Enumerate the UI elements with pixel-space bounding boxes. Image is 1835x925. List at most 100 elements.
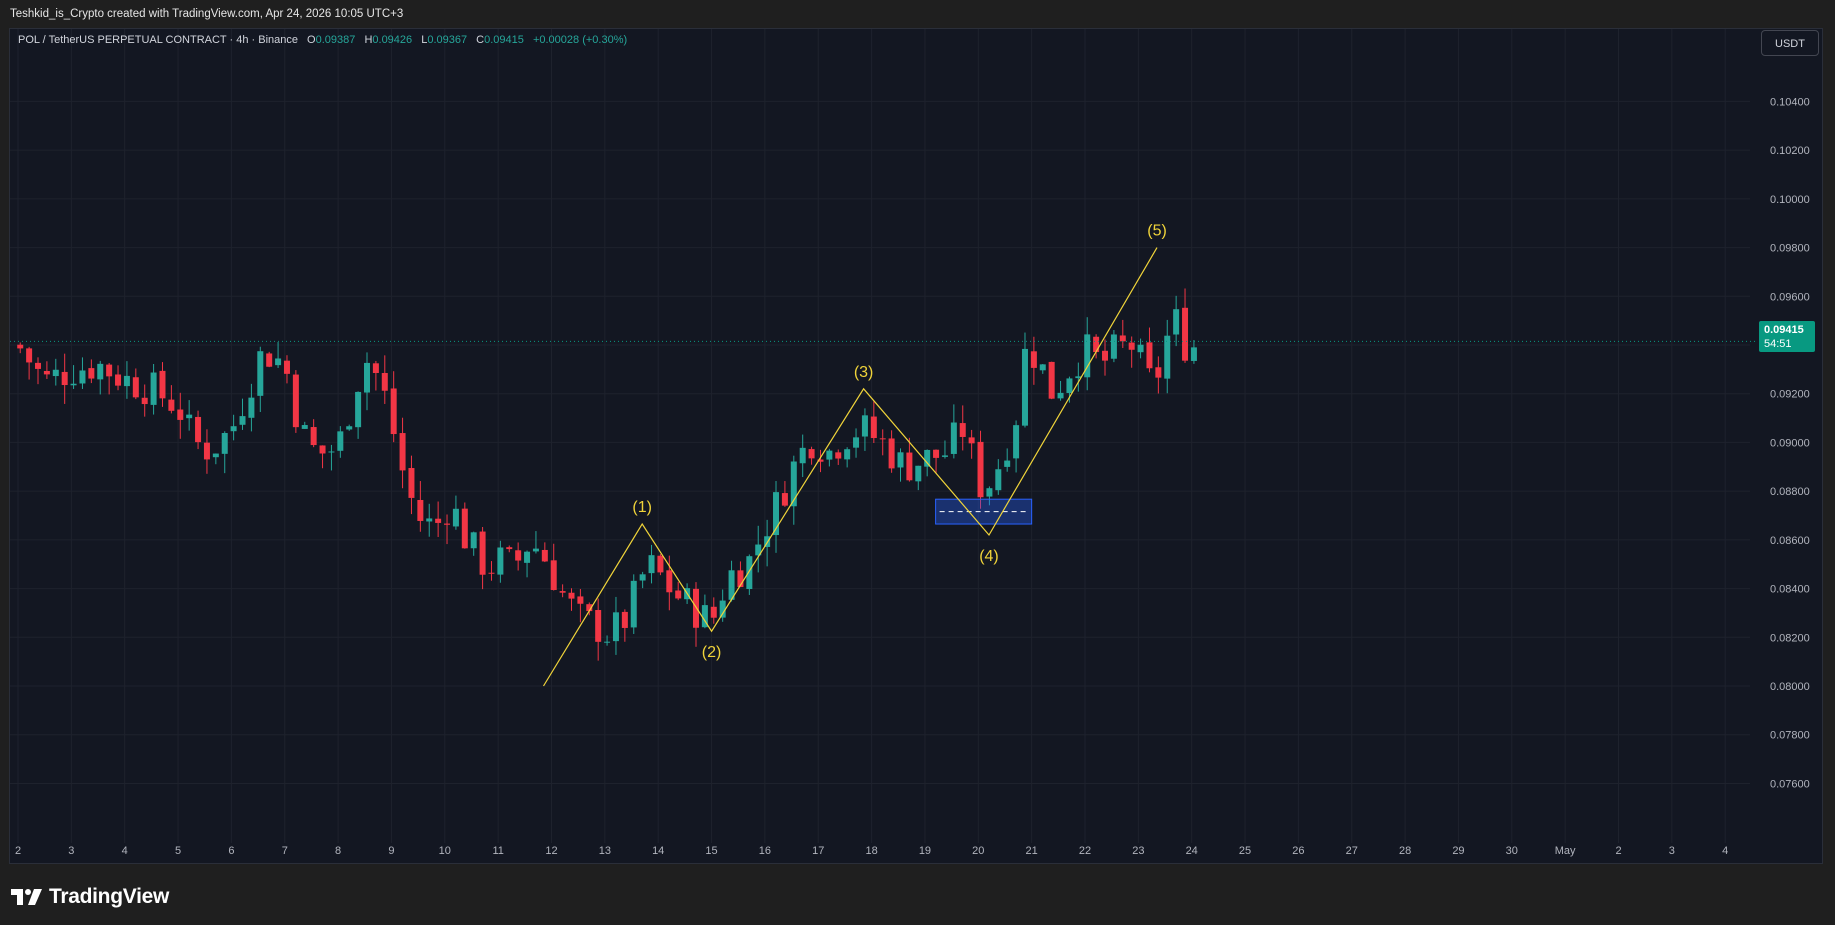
candle-body: [844, 449, 851, 460]
candle-body: [70, 383, 77, 386]
candle-body: [310, 427, 317, 446]
candle-body: [328, 451, 335, 453]
candle-body: [1021, 348, 1028, 426]
candle-body: [1013, 425, 1020, 459]
candle-body: [1057, 392, 1064, 399]
candle-body: [737, 570, 744, 588]
symbol-title: POL / TetherUS PERPETUAL CONTRACT · 4h ·…: [18, 34, 298, 46]
elliott-wave-line: [542, 247, 1158, 687]
y-tick-label: 0.07800: [1770, 730, 1810, 742]
symbol-legend: POL / TetherUS PERPETUAL CONTRACT · 4h ·…: [18, 34, 627, 46]
candle-body: [1048, 361, 1055, 399]
candle-body: [132, 377, 139, 398]
tradingview-brand[interactable]: TradingView: [11, 885, 169, 909]
candle-body: [1146, 342, 1153, 369]
y-tick-label: 0.08800: [1770, 486, 1810, 498]
candle-body: [115, 374, 122, 386]
x-tick-label: 29: [1452, 845, 1464, 857]
candle-body: [1110, 334, 1117, 359]
candle-body: [346, 426, 353, 430]
x-tick-label: 2: [15, 845, 21, 857]
candle-body: [106, 364, 113, 377]
y-tick-label: 0.10400: [1770, 96, 1810, 108]
candle-body: [426, 518, 433, 522]
candle-body: [959, 423, 966, 437]
y-tick-label: 0.09800: [1770, 243, 1810, 255]
candle-body: [532, 548, 539, 552]
x-tick-label: 22: [1079, 845, 1091, 857]
close-value: 0.09415: [484, 34, 524, 46]
x-tick-label: 25: [1239, 845, 1251, 857]
x-tick-label: 5: [175, 845, 181, 857]
candle-body: [461, 508, 468, 549]
candle-body: [52, 369, 59, 377]
x-tick-label: 3: [1669, 845, 1675, 857]
candle-body: [301, 425, 308, 429]
last-price-value: 0.09415: [1764, 324, 1804, 336]
candle-body: [444, 523, 451, 525]
candle-body: [826, 450, 833, 460]
candle-body: [239, 416, 246, 425]
candle-body: [141, 397, 148, 405]
candle-body: [781, 493, 788, 506]
candle-body: [1128, 342, 1135, 350]
x-tick-label: 15: [705, 845, 717, 857]
candle-body: [986, 488, 993, 497]
x-tick-label: 28: [1399, 845, 1411, 857]
y-tick-label: 0.09200: [1770, 389, 1810, 401]
wave-label: (3): [854, 364, 874, 381]
candle-body: [195, 416, 202, 443]
candle-body: [266, 353, 273, 367]
candle-body: [666, 570, 673, 593]
currency-button[interactable]: USDT: [1761, 30, 1819, 56]
candle-body: [746, 556, 753, 590]
bar-countdown: 54:51: [1764, 338, 1792, 350]
candle-body: [506, 547, 513, 550]
x-tick-label: 24: [1186, 845, 1198, 857]
candle-body: [612, 612, 619, 642]
y-tick-label: 0.08400: [1770, 584, 1810, 596]
candle-body: [26, 348, 33, 363]
y-tick-label: 0.10000: [1770, 194, 1810, 206]
candle-body: [941, 455, 948, 457]
candle-body: [773, 492, 780, 536]
low-value: 0.09367: [427, 34, 468, 46]
candle-body: [675, 590, 682, 599]
candle-body: [417, 499, 424, 521]
attribution-text: Teshkid_is_Crypto created with TradingVi…: [10, 8, 404, 20]
candle-body: [1190, 347, 1197, 361]
wave-label: (2): [702, 644, 722, 661]
candle-body: [701, 605, 708, 628]
candle-body: [372, 363, 379, 373]
candle-body: [470, 532, 477, 549]
candle-body: [604, 641, 611, 643]
candle-body: [363, 362, 370, 393]
candle-body: [790, 461, 797, 507]
x-tick-label: 16: [759, 845, 771, 857]
candle-body: [524, 551, 531, 563]
x-tick-label: 19: [919, 845, 931, 857]
x-tick-label: 30: [1506, 845, 1518, 857]
candle-body: [177, 409, 184, 420]
candle-body: [79, 370, 86, 384]
footer-bar: [0, 865, 1835, 925]
candle-body: [835, 452, 842, 459]
candle-body: [888, 438, 895, 469]
candle-body: [123, 375, 130, 387]
x-tick-label: 20: [972, 845, 984, 857]
candles-group: [17, 288, 1197, 661]
candle-body: [337, 431, 344, 451]
candle-body: [221, 433, 228, 454]
x-tick-label: 7: [282, 845, 288, 857]
candle-body: [1173, 309, 1180, 335]
candle-body: [435, 518, 442, 523]
candle-body: [497, 547, 504, 575]
candle-body: [17, 344, 24, 349]
candle-body: [595, 610, 602, 642]
chart-panel[interactable]: [9, 28, 1823, 864]
candle-body: [577, 596, 584, 604]
close-label: C: [476, 34, 485, 46]
candle-body: [479, 531, 486, 575]
x-tick-label: May: [1555, 845, 1576, 857]
